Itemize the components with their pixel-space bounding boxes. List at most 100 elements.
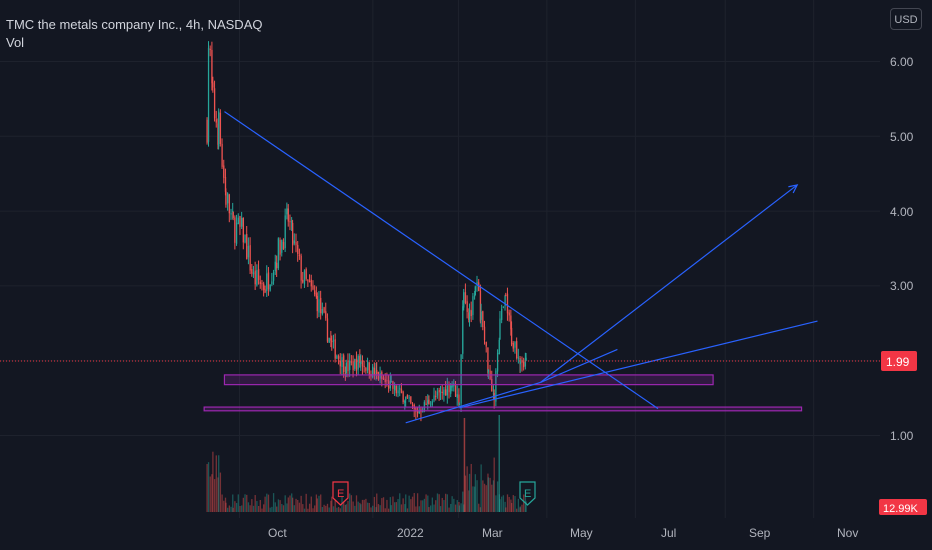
candle-body [359,355,361,364]
candle-body [454,384,457,397]
volume-bar [505,507,507,512]
earnings-marker-upcoming[interactable]: E [519,481,536,506]
candle-body [377,371,380,381]
candle-body [510,327,513,345]
volume-bar [213,479,216,512]
candle-body [510,315,512,330]
volume-bar [476,480,478,512]
volume-bar [331,496,333,512]
volume-bar [326,503,329,512]
candle-body [365,367,367,371]
candle-body [464,292,467,303]
volume-bar [525,501,527,512]
candle-body [207,47,210,142]
volume-bar [431,497,433,512]
candle-body [472,296,474,316]
candle-body [406,394,409,398]
candle-body [251,268,253,274]
candle-body [466,301,468,312]
volume-bar [485,485,487,512]
volume-bar [224,497,227,512]
volume-bar [470,463,472,512]
price-candles [206,41,527,422]
candle-body [506,293,509,314]
volume-bar [298,502,301,512]
candle-body [487,369,490,372]
candle-body [474,295,476,297]
candle-body [256,270,258,286]
volume-bar [266,493,268,512]
projection-arrow-line [540,184,798,383]
candle-body [508,312,510,316]
volume-bar [501,496,503,512]
volume-bar [493,457,495,512]
candle-body [219,112,222,145]
candle-body [271,281,273,285]
volume-bar [267,494,270,512]
candle-body [316,295,318,312]
volume-bar [314,505,316,512]
currency-button[interactable]: USD [890,8,922,30]
volume-bar [291,493,293,512]
candle-body [525,357,527,361]
price-axis[interactable]: 6.00 5.00 4.00 3.00 1.00 1.99 12.99K [879,55,927,515]
volume-bar [219,472,222,512]
candle-body [325,311,327,319]
volume-bar [223,500,225,512]
earnings-marker-past[interactable]: E [332,481,349,506]
y-tick-label: 5.00 [890,130,914,144]
volume-bar [456,500,458,512]
volume-bar [274,502,276,512]
candle-body [404,400,406,403]
volume-bar [510,499,512,512]
volume-bar [399,493,401,512]
candle-body [372,366,374,378]
candle-body [350,361,353,363]
candle-body [376,369,378,374]
candle-body [400,388,403,393]
volume-bar [451,496,453,512]
y-tick-label: 6.00 [890,55,914,69]
volume-bar [438,494,440,512]
candle-body [425,403,427,406]
volume-bar [517,498,520,512]
volume-bar [510,503,513,512]
candle-body [516,341,518,359]
candle-body [221,143,223,167]
volume-bar [453,498,455,512]
candle-body [482,311,484,328]
volume-bar [372,505,374,512]
trend-line [459,320,818,409]
projection-arrow-head [788,184,799,194]
time-axis[interactable]: Oct 2022 Mar May Jul Sep Nov [268,526,858,540]
drawing-layer[interactable] [203,111,818,424]
support-zone-rectangle [223,374,714,386]
volume-bar [392,496,394,512]
symbol-title[interactable]: TMC the metals company Inc., 4h, NASDAQ [6,17,263,32]
volume-bar [302,504,304,512]
candle-body [382,377,385,380]
volume-indicator-label[interactable]: Vol [6,35,25,50]
candle-body [259,281,261,285]
volume-bar [495,495,497,512]
volume-bar [234,501,236,512]
candle-body [279,239,281,255]
volume-bar [257,506,260,512]
last-price-label: 1.99 [886,355,910,369]
volume-bar [400,504,403,512]
volume-bar [336,507,338,512]
volume-readout-tag [879,499,927,515]
volume-bar [252,505,255,512]
candle-body [363,365,365,367]
volume-bar [244,494,246,512]
candle-body [478,282,480,291]
volume-bar [289,495,291,512]
volume-bar [428,507,430,512]
candle-body [517,357,520,359]
candle-body [297,244,299,254]
volume-bar [445,493,447,512]
candle-body [246,234,248,260]
candle-body [439,391,442,393]
candle-body [318,299,320,313]
